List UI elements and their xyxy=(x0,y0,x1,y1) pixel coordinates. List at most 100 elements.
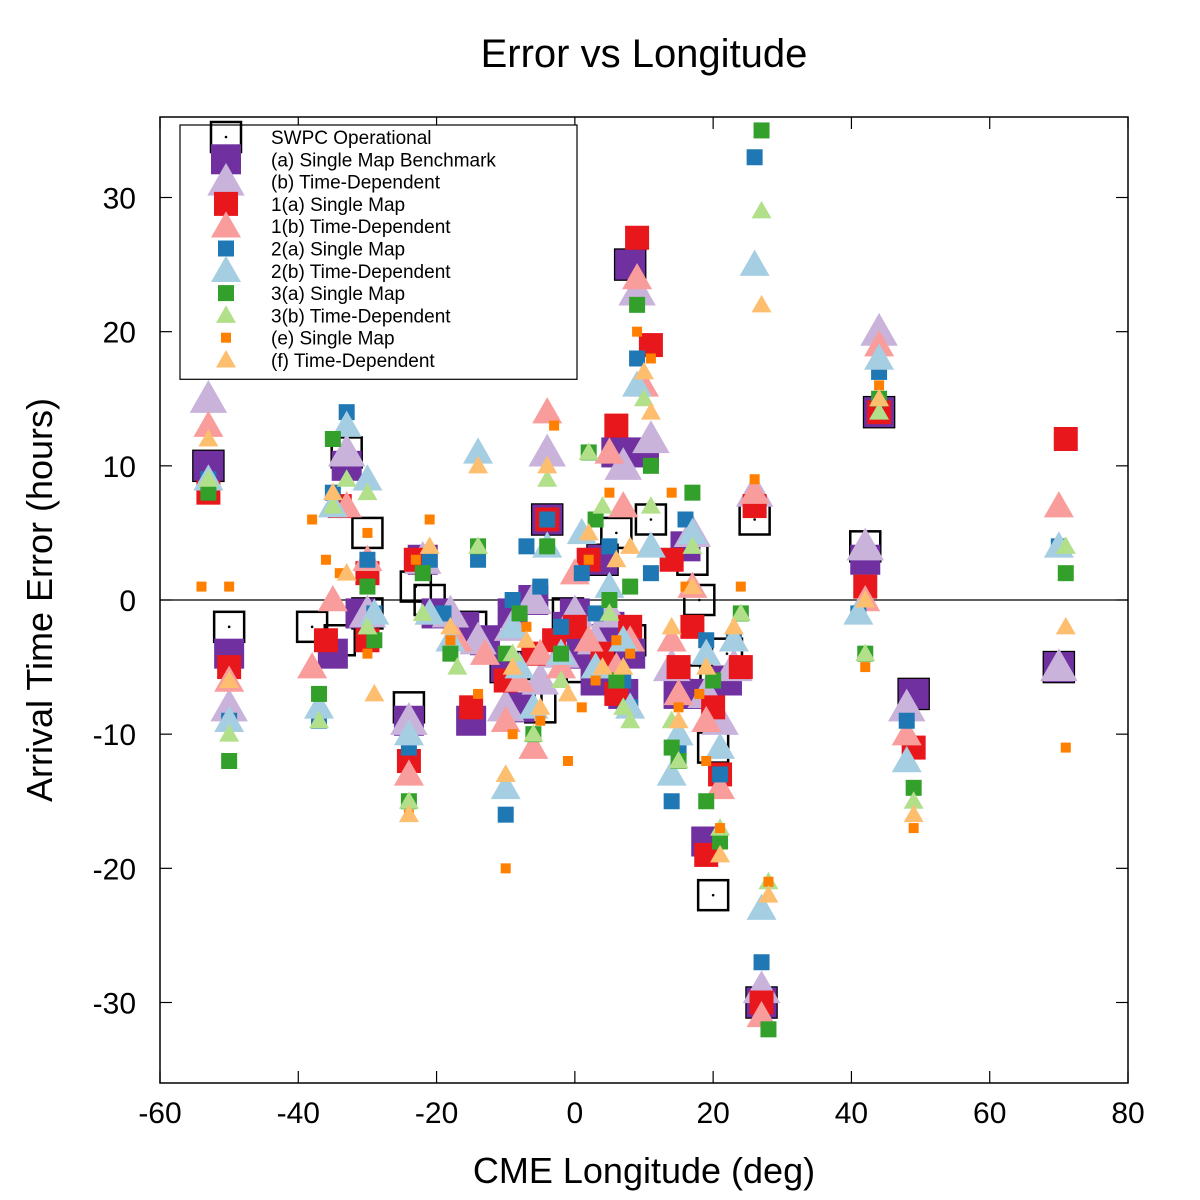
data-point xyxy=(414,565,431,582)
data-point xyxy=(317,585,348,612)
data-point xyxy=(860,662,871,673)
legend-item-2: (b) Time-Dependent xyxy=(207,162,441,196)
legend-box xyxy=(179,124,578,380)
data-point xyxy=(587,605,604,622)
data-point xyxy=(398,804,419,823)
data-point xyxy=(537,455,558,474)
y-tick-label: -30 xyxy=(93,988,136,1021)
data-point xyxy=(502,657,523,675)
data-point xyxy=(751,294,772,313)
data-point xyxy=(696,878,730,912)
data-point xyxy=(587,511,604,528)
data-point xyxy=(622,578,639,595)
data-point xyxy=(760,1021,777,1038)
data-point xyxy=(359,578,376,595)
data-point xyxy=(682,576,703,595)
x-tick-label: 60 xyxy=(973,1097,1006,1130)
data-point xyxy=(309,710,330,729)
data-point xyxy=(666,655,691,680)
data-point xyxy=(634,361,654,380)
legend-symbol xyxy=(211,255,241,283)
data-point xyxy=(334,568,345,579)
data-point xyxy=(758,885,779,903)
data-point-dot xyxy=(753,518,756,521)
data-point xyxy=(504,592,521,608)
x-tick-label: -40 xyxy=(277,1097,320,1130)
data-point xyxy=(592,496,613,514)
data-point xyxy=(730,603,751,621)
data-point xyxy=(869,402,890,420)
data-point xyxy=(442,645,459,662)
data-point xyxy=(642,565,659,582)
data-point xyxy=(632,420,670,454)
data-point xyxy=(502,643,523,662)
data-point xyxy=(608,672,625,689)
data-point xyxy=(393,759,424,786)
data-point xyxy=(539,511,556,528)
data-point xyxy=(735,581,746,592)
data-point xyxy=(1053,427,1078,451)
data-point xyxy=(874,380,885,391)
y-tick-label: -20 xyxy=(93,853,136,886)
data-point xyxy=(523,724,544,742)
data-point xyxy=(525,638,556,665)
legend-label: SWPC Operational xyxy=(271,128,432,149)
data-point xyxy=(712,833,729,850)
legend-item-4: 1(b) Time-Dependent xyxy=(211,211,451,238)
x-tick-label: 0 xyxy=(567,1097,584,1130)
data-point xyxy=(590,675,601,686)
data-point xyxy=(424,514,435,525)
series-10 xyxy=(198,294,1076,903)
data-point xyxy=(507,729,518,740)
data-point xyxy=(663,739,680,756)
data-point xyxy=(701,756,712,766)
data-point xyxy=(324,431,341,447)
data-point xyxy=(440,616,461,635)
data-point xyxy=(532,397,563,424)
data-point xyxy=(470,551,487,568)
data-point xyxy=(459,695,484,720)
data-point xyxy=(322,496,343,514)
legend-item-7: 3(a) Single Map xyxy=(218,284,405,305)
data-point xyxy=(592,657,613,675)
data-point xyxy=(601,592,618,608)
data-point xyxy=(710,844,731,863)
data-point xyxy=(629,296,646,313)
data-point xyxy=(604,413,629,438)
data-point-dot xyxy=(227,625,231,629)
data-point xyxy=(490,705,521,732)
data-point xyxy=(753,122,770,139)
data-point xyxy=(518,732,549,759)
legend-label: 1(a) Single Map xyxy=(271,195,405,216)
data-point xyxy=(551,670,572,688)
data-point xyxy=(749,474,760,485)
data-point xyxy=(705,732,736,759)
series-8 xyxy=(198,200,1076,890)
legend-label: 3(b) Time-Dependent xyxy=(271,306,451,327)
data-point xyxy=(1055,616,1076,635)
data-marks xyxy=(189,122,1078,1038)
data-point xyxy=(599,603,620,621)
data-point xyxy=(629,350,646,367)
data-point xyxy=(473,688,484,699)
legend-symbol xyxy=(218,285,234,302)
data-point xyxy=(322,482,343,501)
data-point xyxy=(535,715,546,726)
legend-item-5: 2(a) Single Map xyxy=(218,240,405,261)
data-point xyxy=(583,554,594,565)
data-point xyxy=(887,688,926,722)
data-point xyxy=(763,876,774,887)
data-point xyxy=(864,330,895,357)
legend-item-9: (e) Single Map xyxy=(221,329,395,350)
data-point xyxy=(594,437,625,464)
data-point xyxy=(295,610,329,644)
data-point xyxy=(723,616,744,635)
data-point xyxy=(497,806,514,823)
legend-symbol xyxy=(211,211,241,238)
data-point xyxy=(668,751,689,769)
legend-symbol-dot xyxy=(224,135,228,139)
data-point xyxy=(320,554,331,565)
data-point xyxy=(640,402,661,420)
data-point xyxy=(715,823,726,834)
